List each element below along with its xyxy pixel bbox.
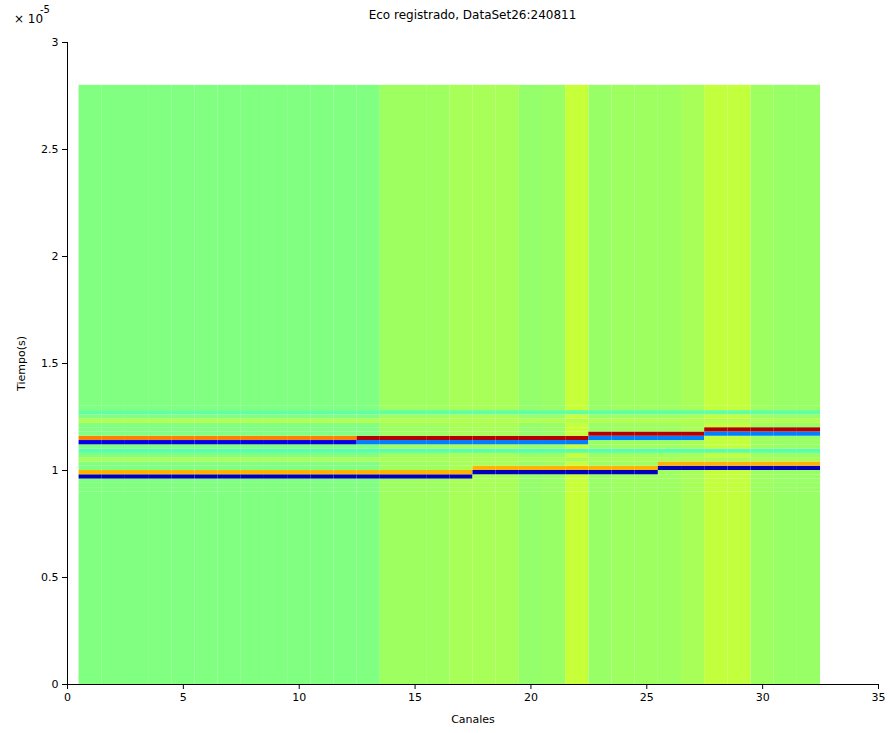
svg-text:Canales: Canales bbox=[451, 713, 495, 726]
svg-text:2.5: 2.5 bbox=[41, 143, 59, 156]
svg-text:Tiempo(s): Tiempo(s) bbox=[15, 336, 28, 392]
svg-text:15: 15 bbox=[408, 691, 422, 704]
svg-text:0: 0 bbox=[52, 678, 59, 691]
svg-text:30: 30 bbox=[756, 691, 770, 704]
html-text:× 10: × 10 bbox=[14, 12, 44, 26]
svg-text:2: 2 bbox=[52, 250, 59, 263]
svg-text:10: 10 bbox=[292, 691, 306, 704]
html-text:-5: -5 bbox=[40, 4, 50, 15]
svg-text:35: 35 bbox=[872, 691, 886, 704]
svg-text:1.5: 1.5 bbox=[41, 357, 59, 370]
svg-text:0.5: 0.5 bbox=[41, 571, 59, 584]
svg-text:5: 5 bbox=[180, 691, 187, 704]
svg-text:3: 3 bbox=[52, 36, 59, 49]
svg-text:25: 25 bbox=[640, 691, 654, 704]
svg-text:1: 1 bbox=[52, 464, 59, 477]
svg-text:20: 20 bbox=[524, 691, 538, 704]
svg-text:0: 0 bbox=[64, 691, 71, 704]
html-text:Eco registrado, DataSet26:2408: Eco registrado, DataSet26:240811 bbox=[368, 8, 577, 22]
